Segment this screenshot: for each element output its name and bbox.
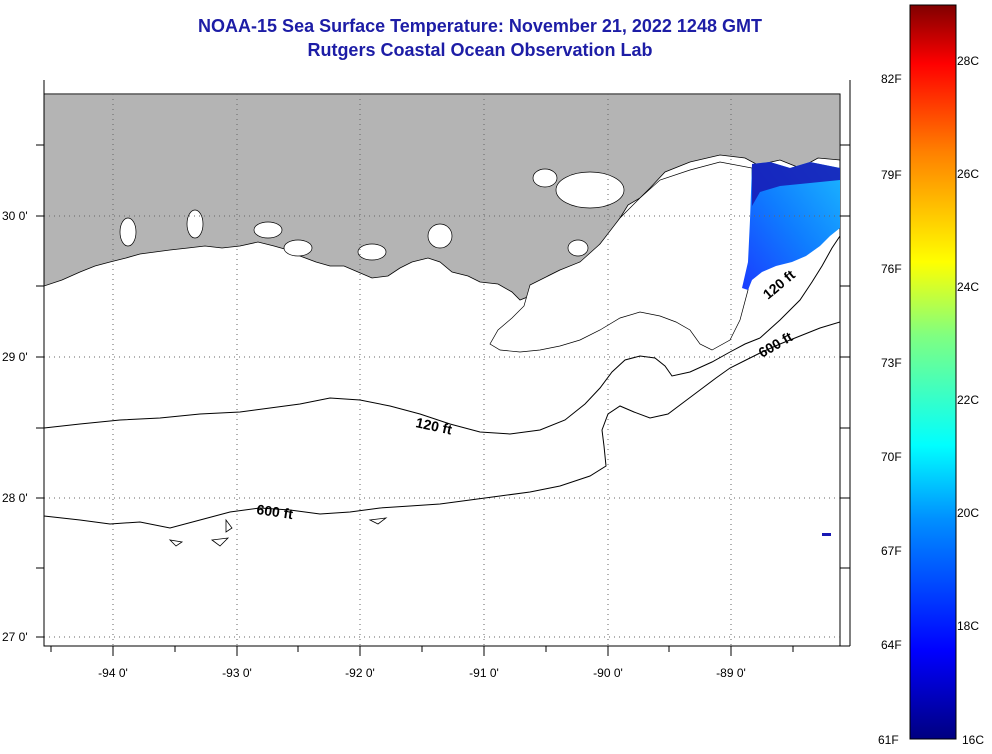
lat-label: 28 0' xyxy=(2,491,28,505)
sst-plume xyxy=(742,162,840,290)
contour-120ft-west xyxy=(44,337,761,435)
contour-600ft-west xyxy=(44,321,840,529)
lake-vermilion xyxy=(357,243,387,261)
colorbar-f-label: 64F xyxy=(881,638,902,652)
colorbar-f-label: 79F xyxy=(881,168,902,182)
land-mass xyxy=(44,94,840,301)
lat-label: 30 0' xyxy=(2,209,28,223)
lon-label: -93 0' xyxy=(222,666,252,680)
sst-pixel xyxy=(822,533,831,536)
colorbar-c-label: 26C xyxy=(957,167,980,181)
lake-sabine xyxy=(119,217,137,247)
colorbar-c-label: 22C xyxy=(957,393,980,407)
colorbar-f-label: 82F xyxy=(881,72,902,86)
lat-label: 27 0' xyxy=(2,630,28,644)
seamount-contours xyxy=(168,517,388,547)
contour-120ft-east xyxy=(759,235,840,339)
colorbar-c-label: 18C xyxy=(957,619,980,633)
lake-grand xyxy=(283,239,313,257)
colorbar-c-label: 28C xyxy=(957,54,980,68)
colorbar-f-label: 70F xyxy=(881,450,902,464)
delta-water xyxy=(489,161,753,353)
lake-pontchartrain xyxy=(555,171,625,209)
lake-atchafalaya xyxy=(427,223,453,249)
lon-label: -89 0' xyxy=(716,666,746,680)
colorbar-f-label: 67F xyxy=(881,544,902,558)
lake-calcasieu xyxy=(186,209,204,239)
contour-label-600ft: 600 ft xyxy=(256,501,295,522)
colorbar-f-label: 61F xyxy=(878,733,899,747)
lake-white xyxy=(253,221,283,239)
lon-label: -92 0' xyxy=(345,666,375,680)
axis-ticks xyxy=(36,80,851,656)
sst-plume-deep xyxy=(752,162,840,206)
colorbar-c-label: 16C xyxy=(962,733,985,747)
lake-maurepas xyxy=(532,168,558,188)
graticule xyxy=(44,94,840,646)
contour-label-120ft: 120 ft xyxy=(414,414,453,437)
lon-label: -91 0' xyxy=(469,666,499,680)
lat-label: 29 0' xyxy=(2,350,28,364)
colorbar-f-label: 76F xyxy=(881,262,902,276)
map-title-line2: Rutgers Coastal Ocean Observation Lab xyxy=(307,40,653,60)
map-title-line1: NOAA-15 Sea Surface Temperature: Novembe… xyxy=(198,16,762,36)
colorbar-c-label: 20C xyxy=(957,506,980,520)
colorbar-f-label: 73F xyxy=(881,356,902,370)
temperature-colorbar xyxy=(909,4,957,740)
colorbar-c-label: 24C xyxy=(957,280,980,294)
lake-salvador xyxy=(567,239,589,257)
lon-label: -94 0' xyxy=(98,666,128,680)
lon-label: -90 0' xyxy=(593,666,623,680)
